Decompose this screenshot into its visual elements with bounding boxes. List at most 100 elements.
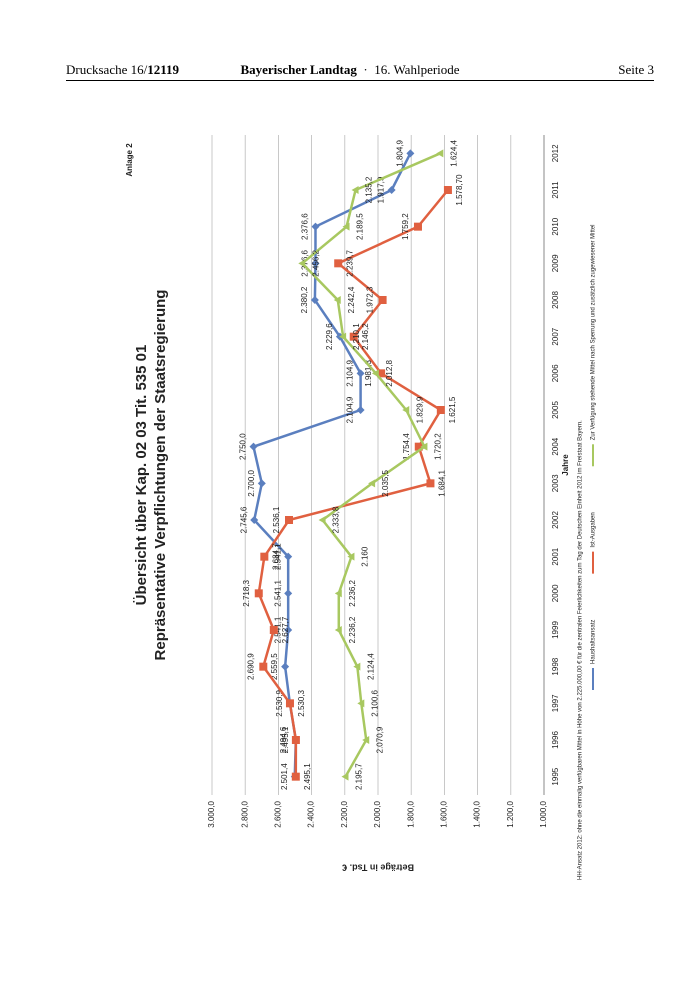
data-label: 2.745,6 xyxy=(239,506,248,533)
data-point xyxy=(406,149,415,158)
data-label: 1.720,2 xyxy=(434,433,443,460)
data-label: 2.495,1 xyxy=(281,726,290,753)
data-label: 2.380,2 xyxy=(300,286,309,313)
data-label: 2.124,4 xyxy=(366,653,375,680)
data-point xyxy=(249,442,258,451)
data-point xyxy=(339,332,347,341)
data-point xyxy=(254,589,263,598)
x-tick-label: 1997 xyxy=(551,694,560,712)
data-point xyxy=(349,332,358,341)
x-tick-label: 2001 xyxy=(551,547,560,565)
data-label: 2.627,7 xyxy=(281,616,290,643)
data-point xyxy=(250,516,259,524)
y-tick-label: 2.800,0 xyxy=(240,800,249,827)
x-tick-label: 2004 xyxy=(551,437,560,455)
x-tick-label: 2000 xyxy=(551,584,560,602)
x-tick-label: 2011 xyxy=(551,181,560,199)
data-point xyxy=(443,186,452,194)
footnote: HH-Ansatz 2012: ohne die einmalig verfüg… xyxy=(578,420,584,880)
page-number: Seite 3 xyxy=(618,62,654,77)
header-rule xyxy=(66,80,654,81)
data-label: 1.621,5 xyxy=(448,396,457,423)
x-tick-label: 2003 xyxy=(551,474,560,492)
data-label: 2.146,2 xyxy=(361,323,370,350)
data-point xyxy=(257,479,266,488)
data-point xyxy=(285,516,294,524)
data-label: 2.530,3 xyxy=(297,689,306,716)
data-point xyxy=(353,662,361,671)
y-tick-label: 2.000,0 xyxy=(373,800,382,827)
y-tick-label: 1.800,0 xyxy=(406,800,415,827)
y-tick-label: 2.400,0 xyxy=(307,800,316,827)
data-label: 2.750,0 xyxy=(239,433,248,460)
data-point xyxy=(260,552,269,561)
data-label: 2.536,1 xyxy=(272,506,281,533)
data-point xyxy=(371,369,379,378)
x-tick-label: 2006 xyxy=(551,364,560,382)
x-tick-label: 2007 xyxy=(551,327,560,345)
chart-subtitle: Repräsentative Verpflichtungen der Staat… xyxy=(152,290,169,661)
data-label: 2.195,7 xyxy=(355,763,364,790)
data-point xyxy=(334,589,342,598)
data-point xyxy=(378,296,387,304)
data-point xyxy=(356,369,365,378)
data-label: 1.981,3 xyxy=(364,359,373,386)
data-point xyxy=(362,736,370,744)
data-point xyxy=(347,552,355,561)
doc-number: Drucksache 16/ xyxy=(66,62,148,77)
data-label: 1.624,4 xyxy=(449,139,458,166)
data-point xyxy=(259,662,268,671)
y-tick-label: 1.000,0 xyxy=(539,800,548,827)
data-label: 2.530,9 xyxy=(275,689,284,716)
x-tick-label: 2008 xyxy=(551,291,560,309)
y-axis-title: Beträge in Tsd. € xyxy=(342,863,414,873)
data-point xyxy=(356,406,365,414)
legend-label: Haushaltsansatz xyxy=(591,620,597,664)
data-point xyxy=(436,406,445,414)
data-point xyxy=(291,772,300,781)
separator: · xyxy=(363,62,368,77)
data-point xyxy=(284,626,293,634)
header-center: Bayerischer Landtag · 16. Wahlperiode xyxy=(0,62,700,78)
data-point xyxy=(284,552,293,561)
data-label: 2.229,6 xyxy=(325,323,334,350)
data-point xyxy=(402,406,410,414)
data-label: 2.104,9 xyxy=(346,359,355,386)
data-point xyxy=(436,149,444,158)
legend-label: Ist-Ausgaben xyxy=(591,512,597,547)
data-label: 1.684,1 xyxy=(438,469,447,496)
y-tick-label: 1.600,0 xyxy=(440,800,449,827)
data-label: 2.236,2 xyxy=(348,579,357,606)
data-label: 2.333,8 xyxy=(332,506,341,533)
x-tick-label: 2005 xyxy=(551,401,560,419)
series-line xyxy=(300,152,441,778)
data-label: 1.754,4 xyxy=(402,433,411,460)
header-left: Drucksache 16/12119 xyxy=(66,62,179,78)
legend-label: Zur Verfügung stehende Mittel nach Sperr… xyxy=(591,224,597,440)
period: 16. Wahlperiode xyxy=(374,62,460,77)
data-label: 1.804,9 xyxy=(395,139,404,166)
x-tick-label: 2010 xyxy=(551,217,560,235)
y-tick-label: 1.200,0 xyxy=(506,800,515,827)
series-line xyxy=(252,152,412,777)
x-tick-label: 1998 xyxy=(551,657,560,675)
data-label: 1.917,9 xyxy=(377,176,386,203)
data-label: 2.104,9 xyxy=(346,396,355,423)
y-tick-label: 3.000,0 xyxy=(207,800,216,827)
x-tick-label: 2012 xyxy=(551,144,560,162)
data-point xyxy=(298,259,306,268)
rotated-chart: Übersicht über Kap. 02 03 Tit. 535 01 Rep… xyxy=(125,135,597,880)
data-label: 1.759,2 xyxy=(401,213,410,240)
data-label: 2.100,6 xyxy=(370,689,379,716)
data-point xyxy=(291,736,300,744)
data-label: 2.494,6 xyxy=(279,726,288,753)
data-label: 2.541,1 xyxy=(273,543,282,570)
data-label: 2.700,0 xyxy=(247,469,256,496)
data-label: 2.690,9 xyxy=(246,653,255,680)
chart-title: Übersicht über Kap. 02 03 Tit. 535 01 xyxy=(133,345,150,606)
x-tick-label: 2002 xyxy=(551,511,560,529)
data-label: 2.242,4 xyxy=(347,286,356,313)
data-label: 2.501,4 xyxy=(280,763,289,790)
data-label: 2.541,1 xyxy=(273,579,282,606)
